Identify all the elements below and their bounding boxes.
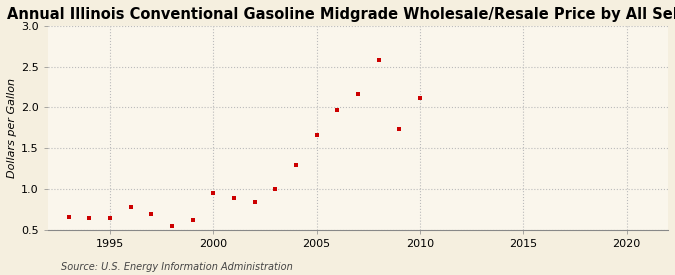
Point (290, 163, 301, 167)
Point (352, 91, 363, 96)
Point (414, 96, 425, 100)
Point (249, 200, 260, 205)
Title: Annual Illinois Conventional Gasoline Midgrade Wholesale/Resale Price by All Sel: Annual Illinois Conventional Gasoline Mi… (7, 7, 675, 22)
Text: Source: U.S. Energy Information Administration: Source: U.S. Energy Information Administ… (61, 262, 292, 271)
Point (394, 127, 405, 131)
Point (146, 212, 157, 216)
Point (373, 58, 384, 62)
Point (63, 215, 74, 219)
Point (84, 216, 95, 220)
Point (187, 218, 198, 222)
Y-axis label: Dollars per Gallon: Dollars per Gallon (7, 78, 17, 178)
Point (270, 187, 281, 191)
Point (167, 224, 178, 228)
Point (125, 205, 136, 210)
Point (208, 191, 219, 195)
Point (229, 195, 240, 200)
Point (332, 108, 343, 112)
Point (105, 216, 115, 220)
Point (311, 133, 322, 138)
